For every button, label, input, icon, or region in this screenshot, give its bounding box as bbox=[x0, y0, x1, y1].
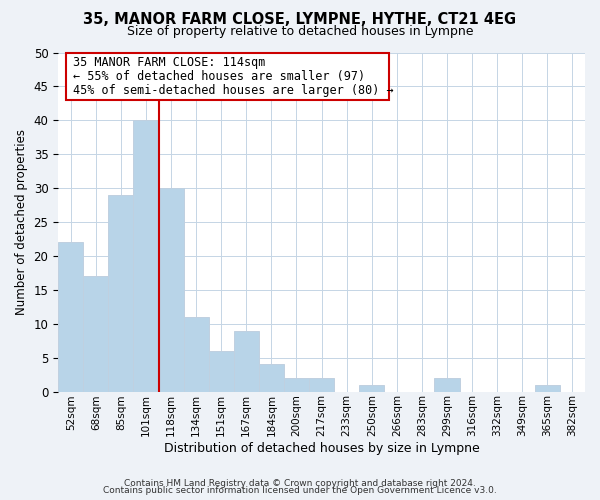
Bar bbox=[58, 242, 83, 392]
Bar bbox=[109, 195, 133, 392]
Text: 35 MANOR FARM CLOSE: 114sqm: 35 MANOR FARM CLOSE: 114sqm bbox=[73, 56, 266, 69]
Text: Contains public sector information licensed under the Open Government Licence v3: Contains public sector information licen… bbox=[103, 486, 497, 495]
Text: 35, MANOR FARM CLOSE, LYMPNE, HYTHE, CT21 4EG: 35, MANOR FARM CLOSE, LYMPNE, HYTHE, CT2… bbox=[83, 12, 517, 28]
Bar bbox=[158, 188, 184, 392]
Bar bbox=[234, 330, 259, 392]
Bar bbox=[309, 378, 334, 392]
Bar bbox=[284, 378, 309, 392]
Text: Contains HM Land Registry data © Crown copyright and database right 2024.: Contains HM Land Registry data © Crown c… bbox=[124, 478, 476, 488]
Bar bbox=[83, 276, 109, 392]
Bar bbox=[259, 364, 284, 392]
Bar bbox=[535, 385, 560, 392]
Bar bbox=[359, 385, 384, 392]
X-axis label: Distribution of detached houses by size in Lympne: Distribution of detached houses by size … bbox=[164, 442, 479, 455]
Bar bbox=[133, 120, 158, 392]
Text: Size of property relative to detached houses in Lympne: Size of property relative to detached ho… bbox=[127, 25, 473, 38]
Bar bbox=[434, 378, 460, 392]
Bar bbox=[209, 351, 234, 392]
Bar bbox=[65, 52, 389, 100]
Bar bbox=[184, 317, 209, 392]
Text: 45% of semi-detached houses are larger (80) →: 45% of semi-detached houses are larger (… bbox=[73, 84, 394, 98]
Text: ← 55% of detached houses are smaller (97): ← 55% of detached houses are smaller (97… bbox=[73, 70, 365, 83]
Y-axis label: Number of detached properties: Number of detached properties bbox=[15, 129, 28, 315]
